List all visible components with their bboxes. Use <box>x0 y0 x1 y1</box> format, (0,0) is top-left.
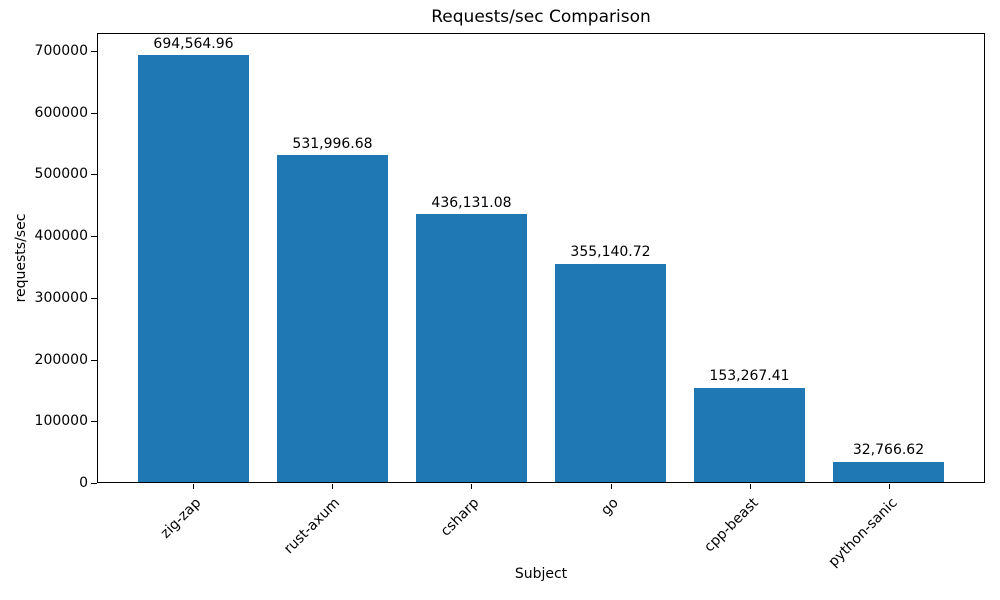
bar-go <box>554 263 667 482</box>
y-tick-mark <box>91 174 97 176</box>
y-tick-label: 400000 <box>34 228 88 245</box>
x-tick-label: rust-axum <box>281 495 344 558</box>
bar-python-sanic <box>832 461 945 482</box>
x-tick-mark <box>471 484 473 489</box>
y-tick-mark <box>91 421 97 423</box>
bar-cpp-beast <box>693 387 806 482</box>
y-tick-label: 100000 <box>34 413 88 430</box>
y-tick-mark <box>91 359 97 361</box>
x-tick-slot: python-sanic <box>820 484 959 584</box>
x-tick-slot: csharp <box>402 484 541 584</box>
x-tick-label: go <box>598 495 622 519</box>
y-tick-mark <box>91 483 97 484</box>
x-tick-mark <box>749 484 751 489</box>
bar-value-label: 153,267.41 <box>709 368 790 385</box>
bar-value-label: 436,131.08 <box>431 194 512 211</box>
y-tick-label: 200000 <box>34 351 88 368</box>
y-tick-mark <box>91 51 97 53</box>
y-tick-mark <box>91 236 97 238</box>
bar-value-label: 694,564.96 <box>153 35 234 52</box>
x-axis: zig-zap rust-axum csharp go cpp-beast python-… <box>123 484 959 584</box>
y-tick-mark <box>91 112 97 114</box>
x-tick-mark <box>192 484 194 489</box>
y-tick-label: 500000 <box>34 166 88 183</box>
y-tick-mark <box>91 297 97 299</box>
bar-slot: 531,996.68 <box>263 34 402 482</box>
x-tick-mark <box>331 484 333 489</box>
bar-slot: 32,766.62 <box>819 34 958 482</box>
x-tick-label: python-sanic <box>825 495 901 571</box>
y-tick-label: 600000 <box>34 104 88 121</box>
bar-value-label: 531,996.68 <box>292 135 373 152</box>
chart-title: Requests/sec Comparison <box>431 7 651 27</box>
y-tick-label: 300000 <box>34 289 88 306</box>
bar-slot: 355,140.72 <box>541 34 680 482</box>
bar-csharp <box>415 214 528 482</box>
bar-value-label: 32,766.62 <box>852 442 925 459</box>
x-axis-label: Subject <box>514 566 568 582</box>
bars-container: 694,564.96 531,996.68 436,131.08 355,140.72… <box>98 34 984 482</box>
x-tick-mark <box>610 484 612 489</box>
bar-slot: 694,564.96 <box>124 34 263 482</box>
bar-zig-zap <box>137 55 250 482</box>
bar-slot: 436,131.08 <box>402 34 541 482</box>
x-tick-label: cpp-beast <box>700 495 762 556</box>
bar-rust-axum <box>276 155 389 482</box>
x-tick-slot: zig-zap <box>123 484 262 584</box>
y-tick-label: 0 <box>79 475 88 491</box>
y-tick-label: 700000 <box>34 43 88 60</box>
x-tick-label: zig-zap <box>157 495 204 542</box>
bar-slot: 153,267.41 <box>680 34 819 482</box>
plot-area: 694,564.96 531,996.68 436,131.08 355,140.72… <box>97 33 985 483</box>
x-tick-slot: cpp-beast <box>680 484 819 584</box>
bar-value-label: 355,140.72 <box>570 244 651 261</box>
x-tick-slot: go <box>541 484 680 584</box>
x-tick-mark <box>889 484 891 489</box>
x-tick-label: csharp <box>438 495 483 540</box>
x-tick-slot: rust-axum <box>262 484 401 584</box>
